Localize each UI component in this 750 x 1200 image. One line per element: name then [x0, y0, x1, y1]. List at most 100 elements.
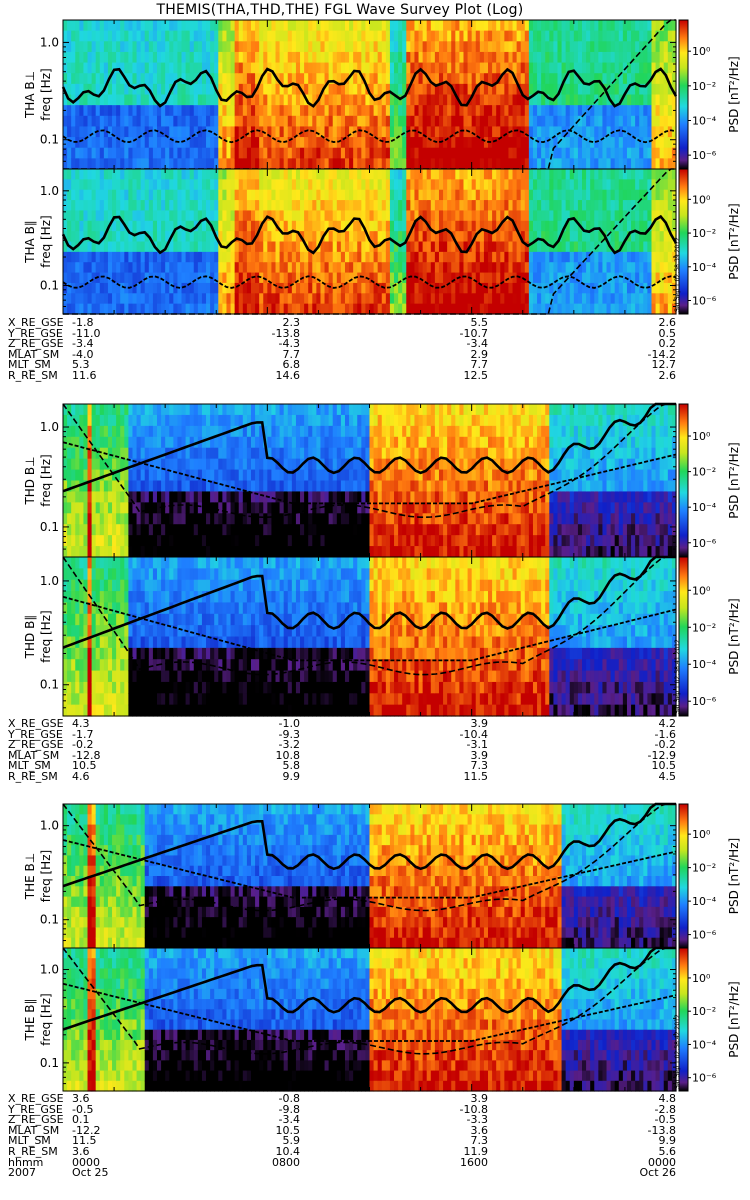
- spectrogram-cell: [557, 210, 563, 222]
- spectrogram-cell: [99, 293, 105, 305]
- spectrogram-cell: [210, 404, 215, 416]
- spectrogram-cell: [112, 491, 117, 503]
- spectrogram-cell: [463, 30, 469, 42]
- spectrogram-cell: [185, 105, 191, 117]
- spectrogram-cell: [222, 105, 228, 117]
- spectrogram-cell: [418, 73, 424, 85]
- spectrogram-cell: [148, 62, 154, 74]
- spectrogram-cell: [132, 105, 138, 117]
- spectrogram-cell: [283, 115, 289, 128]
- spectrogram-cell: [222, 272, 228, 284]
- spectrogram-cell: [316, 189, 322, 201]
- spectrogram-cell: [267, 262, 273, 274]
- spectrogram-cell: [287, 189, 293, 201]
- spectrogram-cell: [161, 502, 166, 514]
- spectrogram-cell: [63, 158, 68, 170]
- spectrogram-cell: [67, 126, 72, 138]
- spectrogram-cell: [488, 20, 493, 32]
- spectrogram-cell: [598, 105, 604, 117]
- spectrogram-cell: [230, 535, 236, 547]
- spectrogram-cell: [99, 62, 105, 74]
- spectrogram-cell: [610, 94, 616, 106]
- spectrogram-cell: [361, 51, 367, 64]
- y-tick-label: 1.0: [40, 35, 59, 49]
- spectrogram-cell: [598, 272, 604, 284]
- spectrogram-cell: [586, 137, 591, 149]
- spectrogram-cell: [394, 293, 399, 305]
- spectrogram-cell: [349, 115, 354, 128]
- spectrogram-cell: [181, 404, 187, 416]
- spectrogram-cell: [663, 20, 669, 32]
- spectrogram-cell: [402, 41, 407, 53]
- spectrogram-cell: [655, 272, 661, 284]
- spectrogram-cell: [381, 220, 387, 232]
- spectrogram-cell: [193, 425, 199, 438]
- spectrogram-cell: [132, 436, 138, 449]
- spectrogram-cell: [193, 546, 199, 558]
- spectrogram-cell: [156, 502, 162, 514]
- spectrogram-cell: [340, 73, 346, 85]
- spectrogram-cell: [381, 272, 387, 284]
- spectrogram-cell: [422, 41, 428, 53]
- spectrogram-cell: [365, 105, 371, 117]
- spectrogram-cell: [189, 425, 195, 438]
- spectrogram-cell: [357, 51, 362, 64]
- spectrogram-cell: [210, 447, 215, 460]
- spectrogram-cell: [214, 447, 219, 460]
- spectrogram-cell: [144, 262, 150, 274]
- spectrogram-cell: [189, 20, 195, 32]
- spectrogram-cell: [132, 20, 138, 32]
- spectrogram-cell: [635, 62, 640, 74]
- spectrogram-cell: [255, 73, 260, 85]
- spectrogram-cell: [647, 169, 653, 180]
- spectrogram-cell: [394, 210, 399, 222]
- spectrogram-cell: [377, 220, 383, 232]
- spectrogram-cell: [246, 73, 252, 85]
- spectrogram-cell: [181, 137, 187, 149]
- spectrogram-cell: [635, 303, 640, 315]
- spectrogram-cell: [492, 41, 497, 53]
- spectrogram-cell: [614, 41, 620, 53]
- spectrogram-cell: [128, 251, 134, 263]
- spectrogram-cell: [602, 179, 608, 191]
- spectrogram-cell: [246, 524, 252, 536]
- spectrogram-cell: [136, 189, 142, 201]
- spectrogram-cell: [189, 414, 195, 427]
- spectrogram-cell: [275, 94, 281, 106]
- spectrogram-cell: [218, 524, 223, 536]
- spectrogram-cell: [210, 210, 215, 222]
- spectrogram-cell: [328, 251, 334, 263]
- spectrogram-cell: [426, 20, 432, 32]
- spectrogram-cell: [246, 83, 252, 96]
- spectrogram-cell: [647, 200, 653, 212]
- spectrogram-cell: [103, 546, 109, 558]
- spectrogram-cell: [83, 535, 89, 547]
- spectrogram-cell: [132, 491, 138, 503]
- spectrogram-cell: [226, 210, 232, 222]
- spectrogram-cell: [418, 158, 424, 170]
- spectrogram-cell: [246, 200, 252, 212]
- spectrogram-cell: [361, 30, 367, 42]
- spectrogram-cell: [218, 51, 223, 64]
- spectrogram-cell: [193, 169, 199, 180]
- spectrogram-cell: [107, 251, 113, 263]
- spectrogram-cell: [643, 220, 648, 232]
- spectrogram-cell: [602, 41, 608, 53]
- spectrogram-cell: [67, 115, 72, 128]
- spectrogram-cell: [447, 262, 452, 274]
- spectrogram-cell: [75, 502, 80, 514]
- spectrogram-cell: [271, 241, 277, 253]
- spectrogram-cell: [140, 210, 146, 222]
- spectrogram-cell: [324, 272, 330, 284]
- spectrogram-cell: [206, 282, 211, 294]
- spectrogram-cell: [316, 147, 322, 159]
- spectrogram-cell: [279, 73, 285, 85]
- spectrogram-cell: [541, 282, 546, 294]
- spectrogram-cell: [344, 83, 350, 96]
- spectrogram-cell: [573, 94, 579, 106]
- spectrogram-cell: [300, 73, 305, 85]
- spectrogram-cell: [639, 83, 644, 96]
- spectrogram-cell: [438, 105, 444, 117]
- spectrogram-cell: [63, 293, 68, 305]
- spectrogram-cell: [95, 458, 101, 471]
